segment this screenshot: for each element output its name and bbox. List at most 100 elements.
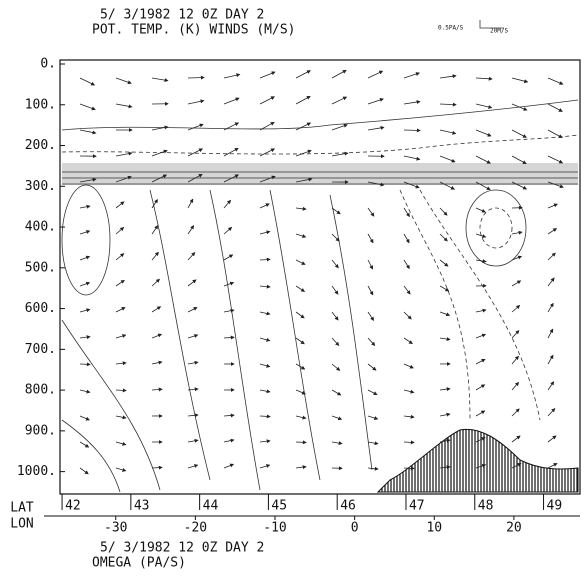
wind-arrow — [80, 130, 96, 133]
wind-arrow — [440, 130, 456, 134]
wind-arrow — [260, 416, 270, 417]
wind-arrow — [296, 286, 304, 291]
wind-arrow — [368, 260, 373, 269]
wind-arrow — [548, 104, 562, 111]
y-tick-label: 600. — [25, 301, 56, 316]
wind-arrow — [152, 389, 162, 390]
y-tick-label: 700. — [25, 342, 56, 357]
y-tick-label: 0. — [40, 57, 56, 72]
terrain — [378, 429, 578, 492]
wind-arrow — [152, 78, 168, 81]
wind-arrow — [116, 78, 131, 83]
x-tick-label: 42 — [65, 499, 81, 514]
wind-arrow — [296, 467, 306, 468]
x2-tick-label: -20 — [184, 521, 207, 536]
wind-arrow — [224, 227, 232, 234]
wind-arrow — [188, 280, 196, 286]
wind-arrow — [548, 278, 554, 286]
wind-arrow — [296, 123, 310, 130]
wind-arrow — [404, 234, 409, 243]
wind-arrow — [188, 226, 194, 234]
wind-arrow — [512, 331, 519, 338]
wind-arrow — [548, 204, 557, 208]
footer-subtitle: OMEGA (PA/S) — [92, 556, 186, 571]
x-tick-label: 43 — [134, 499, 150, 514]
wind-arrow — [440, 104, 456, 105]
wind-arrow — [368, 338, 375, 345]
wind-arrow — [188, 440, 198, 442]
wind-arrow — [224, 337, 234, 338]
wind-arrow — [332, 153, 348, 156]
wind-arrow — [188, 101, 204, 104]
wind-arrow — [512, 232, 522, 234]
wind-arrow — [368, 286, 373, 295]
wind-arrow — [404, 156, 420, 159]
wind-arrow — [512, 356, 518, 364]
x2-tick-label: 10 — [426, 521, 442, 536]
wind-arrow — [512, 78, 528, 82]
wind-arrow — [404, 364, 413, 368]
wind-arrow — [368, 234, 373, 243]
wind-arrow — [152, 252, 158, 260]
wind-arrow — [368, 127, 384, 130]
wind-arrow — [296, 71, 310, 78]
wind-arrow — [440, 389, 450, 390]
wind-arrow — [440, 338, 450, 340]
wind-arrow — [332, 70, 346, 78]
wind-arrow — [224, 415, 234, 416]
y-tick-label: 100. — [25, 97, 56, 112]
wind-arrow — [296, 208, 306, 209]
wind-arrow — [296, 260, 305, 264]
wind-arrow — [476, 334, 485, 338]
wind-arrow — [440, 286, 449, 291]
wind-arrow — [368, 99, 383, 104]
wind-arrow — [332, 125, 347, 130]
wind-arrow — [332, 390, 341, 395]
contour — [62, 185, 110, 295]
wind-arrow — [332, 338, 339, 345]
x-tick-label: 47 — [409, 499, 425, 514]
wind-arrow — [332, 97, 346, 104]
wind-arrow — [80, 337, 90, 338]
wind-arrow — [224, 464, 233, 468]
wind-arrow — [548, 78, 563, 84]
wind-arrow — [368, 468, 378, 469]
wind-arrow — [260, 338, 270, 341]
wind-arrow — [188, 307, 197, 312]
wind-arrow — [548, 436, 556, 442]
wind-arrow — [368, 416, 378, 419]
wind-arrow — [152, 151, 167, 156]
plot-frame — [60, 60, 580, 494]
x-tick-label: 45 — [271, 499, 287, 514]
wind-arrow — [116, 227, 124, 234]
wind-arrow — [116, 153, 132, 156]
wind-arrow — [296, 338, 304, 344]
wind-arrow — [260, 364, 270, 367]
wind-arrow — [548, 253, 555, 260]
wind-arrow — [548, 156, 562, 163]
wind-arrow — [512, 156, 526, 164]
x2-axis-label: LON — [10, 517, 33, 532]
wind-arrow — [152, 362, 162, 364]
wind-arrow — [404, 73, 419, 78]
wind-arrow — [260, 465, 270, 468]
x2-tick-label: 0 — [351, 521, 359, 536]
wind-arrow — [224, 283, 233, 286]
x-tick-label: 48 — [478, 499, 494, 514]
plot-area — [60, 60, 580, 494]
wind-arrow — [548, 409, 555, 416]
wind-arrow — [152, 279, 159, 286]
wind-arrow — [440, 76, 456, 78]
wind-arrow — [260, 312, 270, 314]
y-tick-label: 400. — [25, 220, 56, 235]
wind-arrow — [188, 199, 193, 208]
wind-arrow — [80, 390, 90, 392]
wind-arrow — [332, 364, 340, 370]
wind-arrow — [440, 156, 455, 162]
wind-arrow — [260, 149, 274, 156]
wind-arrow — [476, 78, 492, 79]
wind-arrow — [404, 416, 414, 417]
wind-arrow — [224, 200, 230, 208]
wind-arrow — [512, 409, 519, 416]
